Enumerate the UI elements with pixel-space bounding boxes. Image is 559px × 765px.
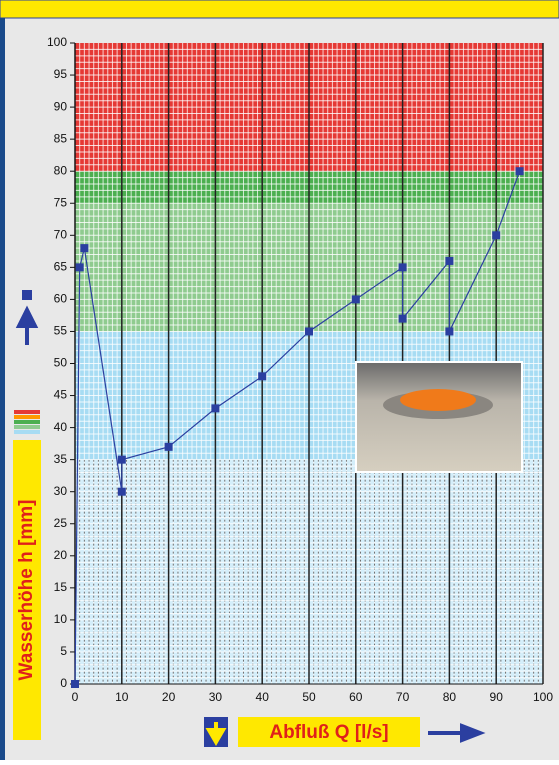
point: [445, 257, 453, 265]
y-tick-label: 75: [54, 195, 68, 209]
x-tick-label: 80: [443, 690, 457, 704]
y-tick-label: 85: [54, 131, 68, 145]
y-tick-label: 5: [60, 644, 67, 658]
y-tick-label: 50: [54, 356, 68, 370]
x-tick-label: 40: [256, 690, 270, 704]
x-tick-label: 20: [162, 690, 176, 704]
y-tick-label: 80: [54, 163, 68, 177]
x-tick-label: 0: [72, 690, 79, 704]
photo-object: [400, 389, 476, 411]
point: [399, 263, 407, 271]
y-tick-label: 45: [54, 388, 68, 402]
y-tick-label: 30: [54, 484, 68, 498]
point: [352, 295, 360, 303]
x-tick-label: 90: [490, 690, 504, 704]
point: [80, 244, 88, 252]
legend-stripe: [14, 425, 40, 429]
y-tick-label: 55: [54, 324, 68, 338]
y-tick-label: 25: [54, 516, 68, 530]
legend-stripe: [14, 430, 40, 434]
y-tick-label: 40: [54, 420, 68, 434]
legend-stripe: [14, 410, 40, 414]
chart: 0 5 10 15 20 25 30 35 40 45 50 55 60 65 70 75 80 85 90 95 10…: [0, 0, 559, 760]
y-tick-label: 35: [54, 452, 68, 466]
x-tick-label: 10: [115, 690, 129, 704]
x-tick-label: 50: [302, 690, 316, 704]
point: [492, 231, 500, 239]
y-tick-label: 90: [54, 99, 68, 113]
point: [71, 680, 79, 688]
y-tick-label: 95: [54, 67, 68, 81]
point: [445, 327, 453, 335]
point: [305, 327, 313, 335]
y-tick-label: 70: [54, 227, 68, 241]
level-legend: [14, 410, 40, 434]
point: [399, 315, 407, 323]
legend-stripe: [14, 415, 40, 419]
y-axis-label: Wasserhöhe h [mm]: [16, 500, 37, 681]
legend-stripe: [14, 420, 40, 424]
y-tick-label: 15: [54, 580, 68, 594]
y-tick-label: 60: [54, 292, 68, 306]
x-tick-label: 70: [396, 690, 410, 704]
x-axis-label: Abfluß Q [l/s]: [269, 722, 388, 743]
header-bar: [0, 0, 559, 18]
point: [258, 372, 266, 380]
y-tick-label: 20: [54, 548, 68, 562]
point: [211, 404, 219, 412]
point: [165, 443, 173, 451]
x-tick-label: 30: [209, 690, 223, 704]
x-tick-label: 60: [349, 690, 363, 704]
point: [118, 488, 126, 496]
x-tick-label: 100: [533, 690, 553, 704]
marker-icon: [22, 290, 32, 300]
y-tick-label: 0: [60, 676, 67, 690]
photo-inset: [356, 362, 522, 472]
point: [76, 263, 84, 271]
point: [118, 456, 126, 464]
left-border: [0, 18, 5, 760]
point: [516, 167, 524, 175]
y-tick-label: 65: [54, 260, 68, 274]
y-tick-label: 100: [47, 35, 67, 49]
y-tick-label: 10: [54, 612, 68, 626]
